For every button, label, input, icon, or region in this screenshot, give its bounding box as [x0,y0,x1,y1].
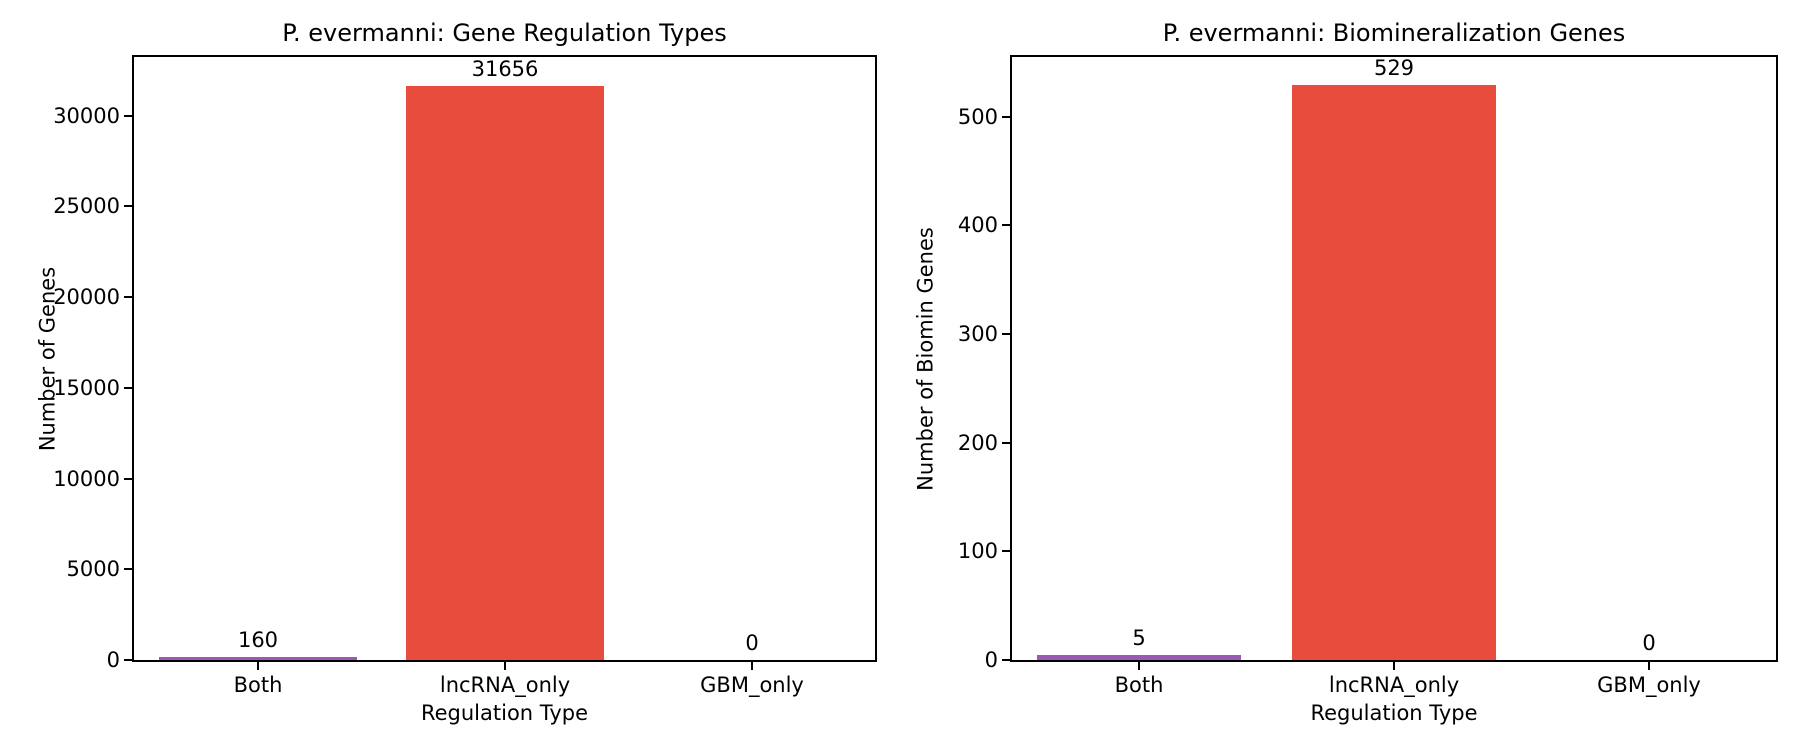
y-tick-label: 15000 [53,376,120,400]
bar-lncRNA_only [1292,85,1496,660]
y-tick-label: 500 [957,105,998,129]
y-axis-label: Number of Genes [35,266,59,451]
y-tick-mark [124,568,132,570]
y-tick-label: 300 [957,322,998,346]
bar-value-label: 529 [1373,56,1415,80]
plot-area: 160 31656 0 [132,55,877,662]
y-tick-label: 5000 [66,557,120,581]
x-tick-mark [1648,662,1650,670]
bar-value-label: 31656 [471,57,539,81]
plot-area: 5 529 0 [1010,55,1778,662]
x-tick-mark [751,662,753,670]
y-tick-mark [124,478,132,480]
x-axis-label: Regulation Type [1310,701,1478,725]
x-tick-mark [504,662,506,670]
y-tick-mark [1002,333,1010,335]
bar-lncRNA_only [406,86,604,660]
y-tick-label: 10000 [53,467,120,491]
x-axis-label: Regulation Type [420,701,589,725]
x-tick-label-Both: Both [1114,673,1164,697]
y-tick-mark [1002,224,1010,226]
bar-Both [1037,655,1241,660]
y-tick-mark [124,659,132,661]
x-tick-label-Both: Both [233,673,283,697]
chart-title: P. evermanni: Biomineralization Genes [1162,19,1626,47]
bar-value-label: 0 [1642,631,1656,655]
x-tick-label-lncRNA_only: lncRNA_only [439,673,571,697]
chart-title: P. evermanni: Gene Regulation Types [282,19,727,47]
x-tick-label-GBM_only: GBM_only [1597,673,1701,697]
y-tick-mark [124,296,132,298]
bar-Both [159,657,357,660]
y-tick-label: 25000 [53,194,120,218]
y-tick-label: 0 [984,648,998,672]
x-tick-mark [1138,662,1140,670]
y-tick-label: 0 [106,648,120,672]
y-tick-mark [124,205,132,207]
y-tick-mark [124,387,132,389]
y-tick-mark [1002,116,1010,118]
y-tick-mark [1002,659,1010,661]
y-tick-label: 400 [957,213,998,237]
y-tick-mark [1002,442,1010,444]
bar-value-label: 0 [745,631,759,655]
y-tick-label: 30000 [53,104,120,128]
y-tick-mark [1002,550,1010,552]
y-tick-label: 100 [957,539,998,563]
y-tick-label: 20000 [53,285,120,309]
x-tick-label-GBM_only: GBM_only [700,673,804,697]
bar-value-label: 160 [237,628,279,652]
y-tick-label: 200 [957,431,998,455]
x-tick-mark [257,662,259,670]
y-axis-label: Number of Biomin Genes [913,226,937,491]
x-tick-label-lncRNA_only: lncRNA_only [1328,673,1460,697]
y-tick-mark [124,115,132,117]
bar-value-label: 5 [1132,626,1146,650]
x-tick-mark [1393,662,1395,670]
